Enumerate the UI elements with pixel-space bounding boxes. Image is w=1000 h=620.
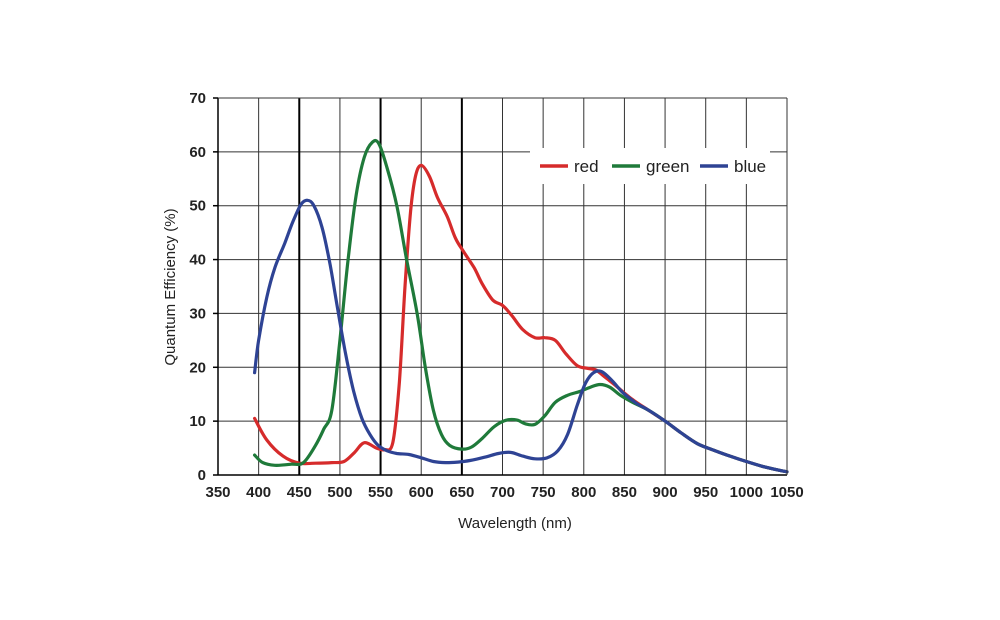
x-tick-label-600: 600 (409, 484, 434, 501)
x-tick-label-1050: 1050 (770, 484, 803, 501)
series-line-red (253, 163, 789, 474)
y-tick-label-40: 40 (189, 252, 206, 269)
x-tick-label-650: 650 (449, 484, 474, 501)
y-tick-label-0: 0 (198, 467, 206, 484)
x-tick-label-450: 450 (287, 484, 312, 501)
tick-labels: 0 10 20 30 40 50 60 70 350 400 450 500 550 600 650 700 7… (189, 90, 803, 501)
x-tick-label-850: 850 (612, 484, 637, 501)
legend-label-red: red (574, 157, 599, 176)
x-tick-label-550: 550 (368, 484, 393, 501)
legend-label-blue: blue (734, 157, 766, 176)
y-tick-label-10: 10 (189, 413, 206, 430)
x-tick-label-950: 950 (693, 484, 718, 501)
x-tick-label-800: 800 (571, 484, 596, 501)
series-line-green (253, 138, 789, 474)
y-tick-label-30: 30 (189, 305, 206, 322)
x-tick-label-1000: 1000 (730, 484, 763, 501)
y-axis-label: Quantum Efficiency (%) (162, 208, 179, 365)
y-tick-label-70: 70 (189, 90, 206, 107)
x-tick-label-350: 350 (205, 484, 230, 501)
y-tick-label-60: 60 (189, 144, 206, 161)
x-tick-label-700: 700 (490, 484, 515, 501)
legend-label-green: green (646, 157, 689, 176)
series-lines (253, 138, 789, 474)
grid (218, 97, 787, 475)
y-tick-label-50: 50 (189, 198, 206, 215)
x-tick-label-900: 900 (653, 484, 678, 501)
axes (213, 97, 788, 476)
legend-box (530, 148, 770, 184)
x-axis-label: Wavelength (nm) (458, 515, 572, 532)
y-tick-label-20: 20 (189, 359, 206, 376)
x-tick-label-500: 500 (327, 484, 352, 501)
series-line-blue (253, 198, 789, 474)
x-tick-label-750: 750 (531, 484, 556, 501)
legend: red green blue (530, 148, 770, 184)
x-tick-label-400: 400 (246, 484, 271, 501)
